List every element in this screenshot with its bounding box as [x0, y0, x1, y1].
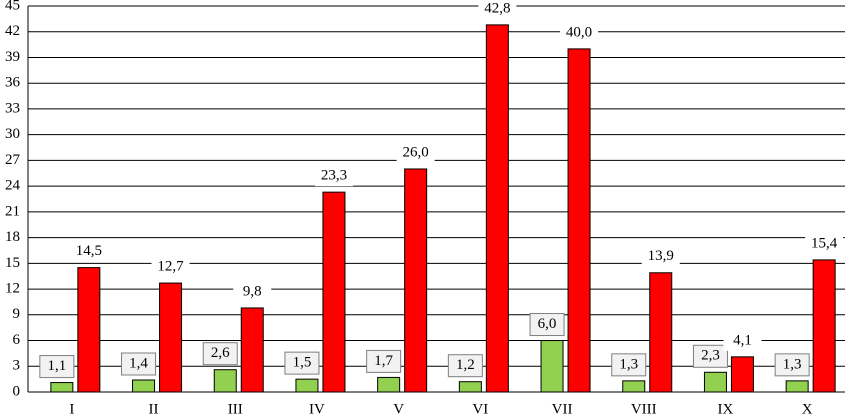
x-tick-label: IV: [309, 401, 325, 417]
x-tick-label: X: [802, 401, 813, 417]
label-box: [447, 354, 483, 378]
value-label: 12,7: [157, 258, 184, 274]
y-tick-label: 6: [13, 332, 21, 348]
label-box: [284, 351, 320, 375]
label-bg: [805, 233, 844, 254]
y-tick-label: 21: [5, 203, 20, 219]
label-bg: [478, 0, 517, 19]
label-bg: [560, 22, 599, 43]
y-tick-label: 12: [5, 281, 20, 297]
bar: [77, 267, 101, 393]
y-tick-label: 39: [5, 49, 20, 65]
x-tick-label: V: [393, 401, 404, 417]
x-tick-label: I: [69, 401, 74, 417]
label-box: [774, 353, 810, 377]
y-tick-label: 18: [5, 229, 20, 245]
y-tick-label: 30: [5, 126, 20, 142]
value-label: 1,3: [783, 356, 802, 372]
value-label: 4,1: [733, 332, 752, 348]
bar: [540, 340, 564, 393]
label-bg: [396, 142, 435, 163]
value-label: 1,3: [619, 356, 638, 372]
label-box: [611, 353, 647, 377]
bar: [240, 307, 264, 393]
bar: [567, 48, 591, 393]
label-bg: [69, 241, 108, 262]
value-label: 23,3: [321, 168, 347, 184]
x-tick-label: VIII: [631, 401, 657, 417]
bar: [730, 356, 754, 393]
y-tick-label: 27: [5, 152, 21, 168]
bar: [785, 380, 809, 393]
value-label: 1,5: [293, 355, 312, 371]
x-tick-label: II: [149, 401, 159, 417]
bar: [132, 379, 156, 393]
bar: [159, 282, 183, 393]
y-tick-label: 3: [13, 358, 21, 374]
value-label: 42,8: [484, 0, 510, 16]
label-box: [692, 344, 728, 368]
label-bg: [314, 166, 353, 187]
bar: [622, 380, 646, 393]
x-tick-label: IX: [718, 401, 734, 417]
value-label: 1,1: [47, 358, 66, 374]
value-label: 2,6: [211, 345, 230, 361]
label-bg: [723, 330, 762, 351]
value-label: 14,5: [76, 243, 102, 259]
y-tick-label: 36: [5, 75, 21, 91]
bar: [322, 191, 346, 393]
bar: [404, 168, 428, 393]
label-bg: [641, 246, 680, 267]
bar: [213, 369, 237, 393]
label-box: [529, 313, 565, 337]
y-tick-label: 9: [13, 306, 21, 322]
y-tick-label: 0: [13, 383, 21, 399]
value-label: 1,4: [129, 355, 148, 371]
y-tick-label: 33: [5, 100, 20, 116]
value-label: 9,8: [243, 283, 262, 299]
bar: [295, 378, 319, 393]
value-label: 26,0: [403, 144, 429, 160]
label-bg: [151, 257, 190, 278]
x-tick-label: III: [228, 401, 243, 417]
bar: [377, 376, 401, 393]
bar: [703, 371, 727, 393]
y-tick-label: 24: [5, 178, 21, 194]
y-tick-label: 42: [5, 23, 20, 39]
value-label: 2,3: [701, 348, 720, 364]
bar: [812, 259, 836, 393]
label-box: [366, 349, 402, 373]
bar: [458, 381, 482, 393]
value-label: 1,2: [456, 357, 475, 373]
value-label: 13,9: [648, 248, 674, 264]
bar: [50, 382, 74, 393]
value-label: 1,7: [374, 353, 393, 369]
x-tick-label: VI: [472, 401, 488, 417]
bar: [485, 24, 509, 393]
value-label: 40,0: [566, 24, 592, 40]
bar: [649, 272, 673, 393]
value-label: 15,4: [811, 235, 838, 251]
label-bg: [233, 281, 272, 302]
label-box: [121, 352, 157, 376]
label-box: [202, 342, 238, 366]
x-tick-label: VII: [552, 401, 573, 417]
y-tick-label: 15: [5, 255, 20, 271]
y-tick-label: 45: [5, 0, 20, 13]
label-box: [39, 355, 75, 379]
value-label: 6,0: [538, 316, 557, 332]
